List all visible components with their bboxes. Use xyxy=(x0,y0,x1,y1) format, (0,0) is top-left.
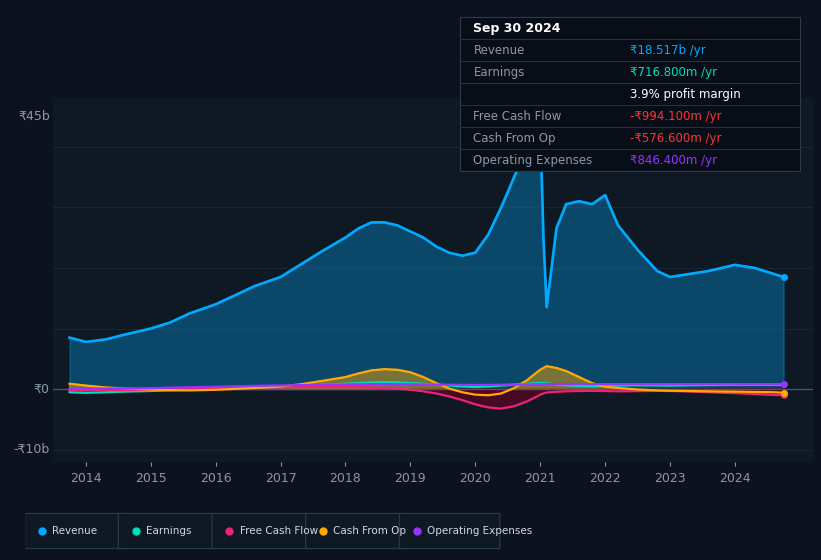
Text: Earnings: Earnings xyxy=(474,67,525,80)
Text: Operating Expenses: Operating Expenses xyxy=(474,155,593,167)
Text: Earnings: Earnings xyxy=(146,526,191,535)
Text: Cash From Op: Cash From Op xyxy=(474,132,556,146)
Text: Sep 30 2024: Sep 30 2024 xyxy=(474,22,561,35)
Text: ₹18.517b /yr: ₹18.517b /yr xyxy=(631,44,706,58)
Text: Cash From Op: Cash From Op xyxy=(333,526,406,535)
Text: ₹45b: ₹45b xyxy=(18,110,49,123)
FancyBboxPatch shape xyxy=(399,514,500,549)
Text: Free Cash Flow: Free Cash Flow xyxy=(240,526,318,535)
Text: Revenue: Revenue xyxy=(53,526,98,535)
Text: Operating Expenses: Operating Expenses xyxy=(427,526,532,535)
FancyBboxPatch shape xyxy=(118,514,219,549)
Text: -₹10b: -₹10b xyxy=(13,444,49,456)
FancyBboxPatch shape xyxy=(212,514,313,549)
Text: Free Cash Flow: Free Cash Flow xyxy=(474,110,562,123)
Text: -₹994.100m /yr: -₹994.100m /yr xyxy=(631,110,722,123)
Text: ₹846.400m /yr: ₹846.400m /yr xyxy=(631,155,718,167)
Text: ₹0: ₹0 xyxy=(34,382,49,396)
FancyBboxPatch shape xyxy=(25,514,125,549)
Text: -₹576.600m /yr: -₹576.600m /yr xyxy=(631,132,722,146)
Text: ₹716.800m /yr: ₹716.800m /yr xyxy=(631,67,718,80)
Text: 3.9% profit margin: 3.9% profit margin xyxy=(631,88,741,101)
Text: Revenue: Revenue xyxy=(474,44,525,58)
FancyBboxPatch shape xyxy=(305,514,406,549)
